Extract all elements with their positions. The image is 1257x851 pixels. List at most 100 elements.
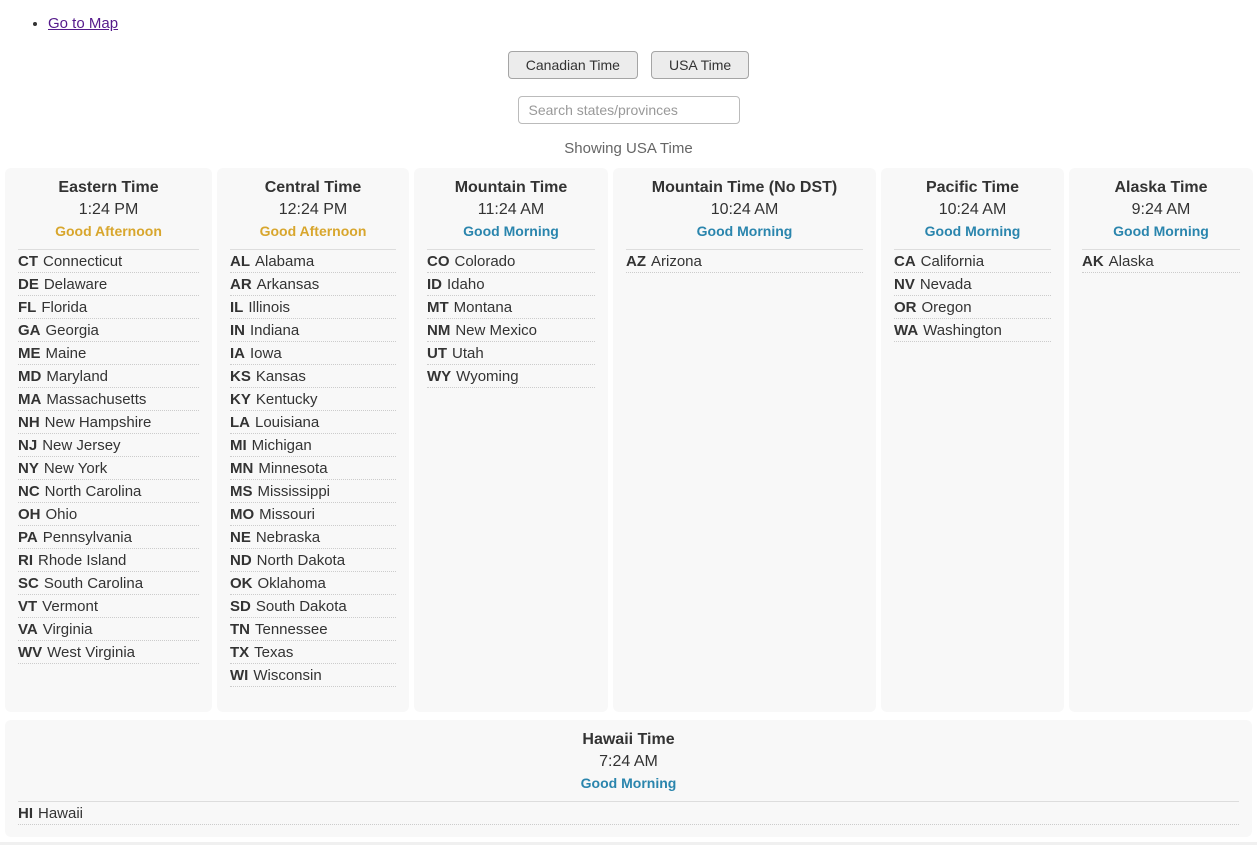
state-abbr: CA	[894, 253, 916, 270]
state-row: CT Connecticut	[18, 250, 199, 273]
header-divider	[18, 801, 1239, 802]
state-name: Illinois	[248, 299, 291, 316]
state-row: ND North Dakota	[230, 549, 396, 572]
state-name: Utah	[452, 345, 484, 362]
state-abbr: OK	[230, 575, 253, 592]
state-name: Arizona	[651, 253, 702, 270]
state-abbr: NY	[18, 460, 39, 477]
state-name: New Jersey	[42, 437, 121, 454]
state-list: AL Alabama AR Arkansas IL Illinois IN Indiana IA…	[230, 250, 396, 687]
timezone-card: Mountain Time (No DST) 10:24 AM Good Morni…	[613, 168, 876, 712]
timezone-current-time: 10:24 AM	[938, 201, 1007, 218]
state-name: South Dakota	[255, 598, 347, 615]
state-row: MS Mississippi	[230, 480, 396, 503]
state-name: Maryland	[46, 368, 109, 385]
state-name: South Carolina	[43, 575, 144, 592]
timezone-card: Pacific Time 10:24 AM Good Morning CA Califo…	[881, 168, 1064, 712]
state-abbr: MN	[230, 460, 254, 477]
state-row: OK Oklahoma	[230, 572, 396, 595]
timezone-name: Alaska Time	[1114, 179, 1208, 196]
state-row: PA Pennsylvania	[18, 526, 199, 549]
state-name: Wyoming	[456, 368, 519, 385]
usa-time-button[interactable]: USA Time	[650, 51, 750, 79]
state-name: Vermont	[42, 598, 99, 615]
state-abbr: AK	[1082, 253, 1104, 270]
state-name: Kansas	[255, 368, 306, 385]
state-name: Pennsylvania	[42, 529, 132, 546]
state-name: Idaho	[447, 276, 485, 293]
state-name: Massachusetts	[46, 391, 147, 408]
state-row: NE Nebraska	[230, 526, 396, 549]
state-row: LA Louisiana	[230, 411, 396, 434]
state-row: NJ New Jersey	[18, 434, 199, 457]
state-abbr: MS	[230, 483, 253, 500]
state-abbr: KS	[230, 368, 251, 385]
state-row: AR Arkansas	[230, 273, 396, 296]
state-abbr: GA	[18, 322, 41, 339]
state-row: WA Washington	[894, 319, 1051, 342]
state-name: New Mexico	[455, 322, 538, 339]
state-name: Iowa	[250, 345, 282, 362]
state-abbr: MD	[18, 368, 42, 385]
state-row: MA Massachusetts	[18, 388, 199, 411]
state-row: RI Rhode Island	[18, 549, 199, 572]
state-abbr: NM	[427, 322, 451, 339]
state-list: AZ Arizona	[626, 250, 863, 273]
state-name: New York	[43, 460, 108, 477]
state-row: VA Virginia	[18, 618, 199, 641]
header-divider	[894, 249, 1051, 250]
timezone-toggle-toolbar: Canadian Time USA Time	[0, 51, 1257, 79]
go-to-map-link[interactable]: Go to Map	[48, 15, 119, 32]
timezone-name: Pacific Time	[925, 179, 1020, 196]
state-abbr: WV	[18, 644, 43, 661]
canadian-time-button[interactable]: Canadian Time	[507, 51, 638, 79]
state-abbr: NE	[230, 529, 251, 546]
state-abbr: MI	[230, 437, 247, 454]
state-name: Colorado	[454, 253, 516, 270]
state-name: Indiana	[250, 322, 300, 339]
state-name: North Carolina	[44, 483, 142, 500]
state-row: AL Alabama	[230, 250, 396, 273]
state-row: HI Hawaii	[18, 802, 1239, 825]
state-abbr: MT	[427, 299, 449, 316]
timezone-greeting: Good Morning	[463, 223, 559, 239]
timezone-name: Mountain Time	[454, 179, 568, 196]
timezone-current-time: 9:24 AM	[1131, 201, 1191, 218]
state-abbr: IA	[230, 345, 245, 362]
timezone-columns: Eastern Time 1:24 PM Good Afternoon CT Conne…	[0, 168, 1257, 712]
state-name: Minnesota	[258, 460, 328, 477]
state-name: Florida	[41, 299, 88, 316]
state-row: SC South Carolina	[18, 572, 199, 595]
state-name: Montana	[453, 299, 513, 316]
state-row: CA California	[894, 250, 1051, 273]
state-abbr: ND	[230, 552, 252, 569]
state-abbr: SD	[230, 598, 251, 615]
search-input[interactable]	[517, 96, 740, 124]
state-name: New Hampshire	[44, 414, 152, 431]
timezone-current-time: 10:24 AM	[710, 201, 779, 218]
state-name: Michigan	[251, 437, 312, 454]
state-row: CO Colorado	[427, 250, 595, 273]
state-name: Arkansas	[256, 276, 320, 293]
state-row: MN Minnesota	[230, 457, 396, 480]
state-abbr: LA	[230, 414, 250, 431]
timezone-current-time: 7:24 AM	[599, 753, 658, 770]
state-abbr: NJ	[18, 437, 38, 454]
state-row: IN Indiana	[230, 319, 396, 342]
state-row: NY New York	[18, 457, 199, 480]
state-row: WY Wyoming	[427, 365, 595, 388]
state-list: AK Alaska	[1082, 250, 1240, 273]
state-name: Alaska	[1108, 253, 1154, 270]
state-list: CT Connecticut DE Delaware FL Florida GA Georgi…	[18, 250, 199, 664]
search-row	[0, 96, 1257, 124]
state-name: Nevada	[919, 276, 972, 293]
state-abbr: CT	[18, 253, 38, 270]
state-row: OH Ohio	[18, 503, 199, 526]
state-name: Nebraska	[255, 529, 321, 546]
state-abbr: TN	[230, 621, 250, 638]
state-abbr: VT	[18, 598, 38, 615]
state-abbr: OR	[894, 299, 917, 316]
state-abbr: KY	[230, 391, 251, 408]
state-name: Mississippi	[257, 483, 331, 500]
state-name: Alabama	[255, 253, 315, 270]
